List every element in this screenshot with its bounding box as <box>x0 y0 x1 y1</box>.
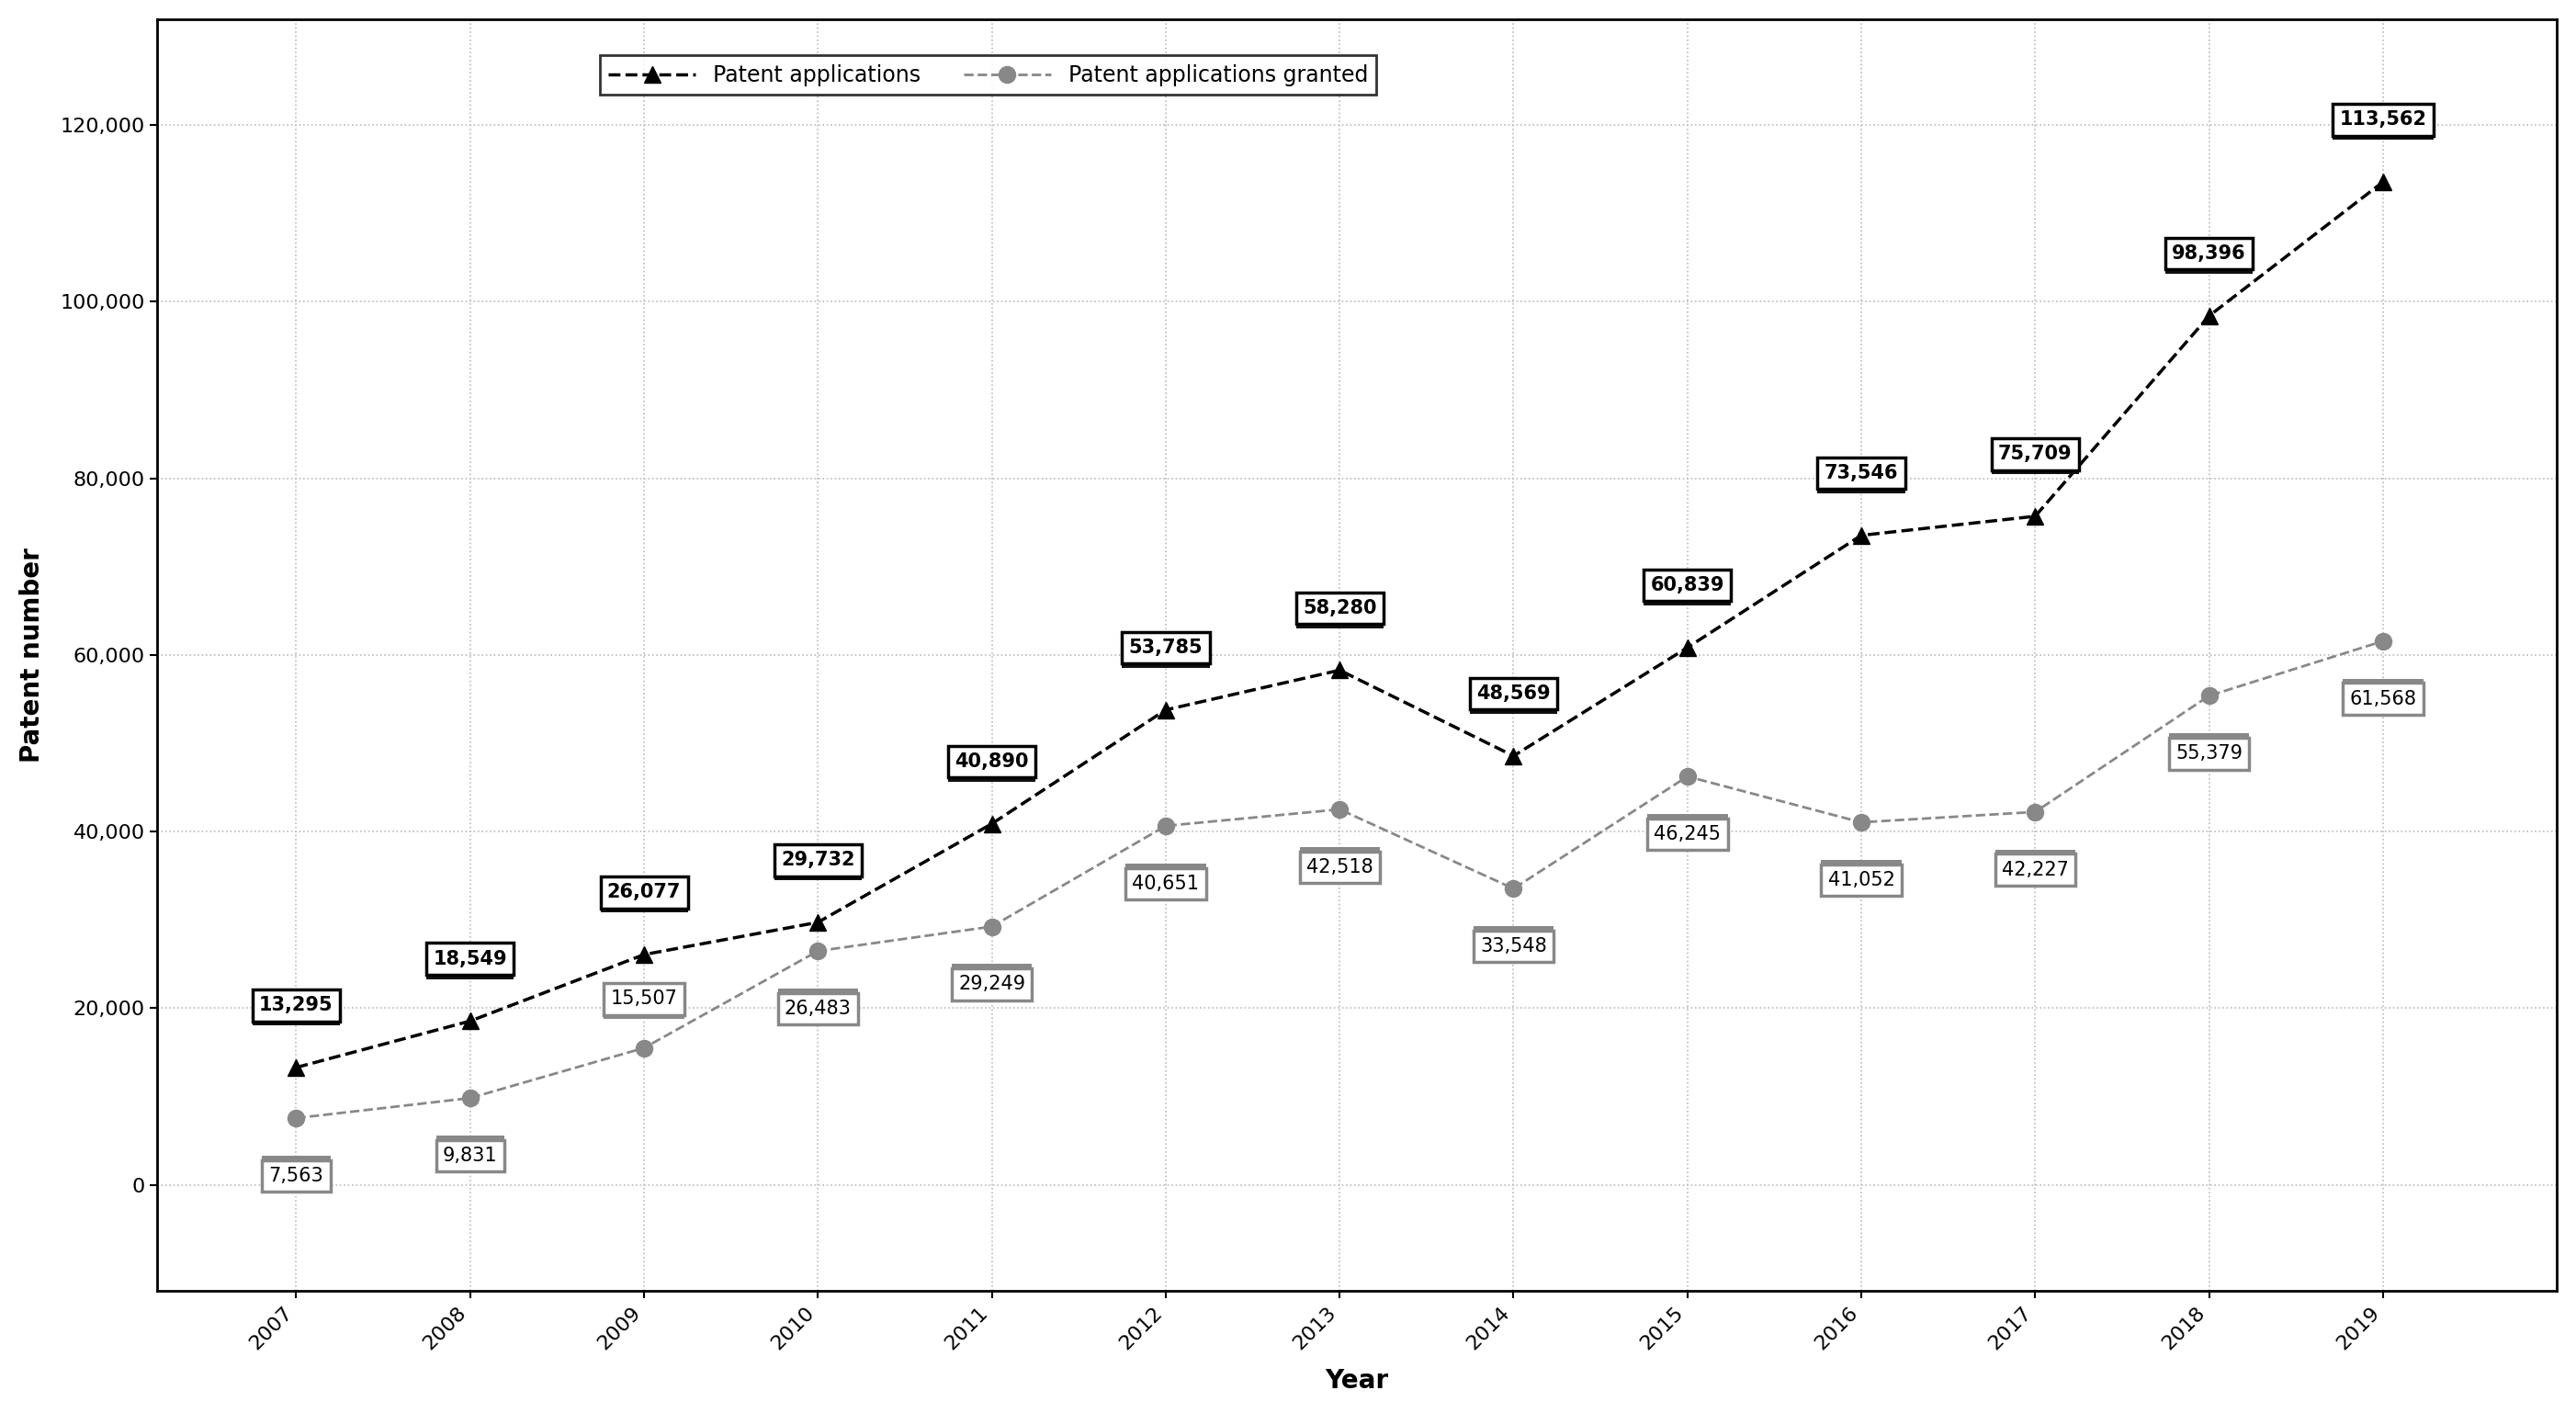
Text: 113,562: 113,562 <box>2339 114 2427 133</box>
Patent applications <box>2367 174 2398 191</box>
Text: 53,785: 53,785 <box>1128 639 1203 657</box>
Text: 60,839: 60,839 <box>1651 577 1723 595</box>
Patent applications granted <box>1324 801 1355 818</box>
Text: 26,483: 26,483 <box>786 999 853 1017</box>
Text: 40,890: 40,890 <box>956 757 1028 776</box>
Text: 55,379: 55,379 <box>2177 740 2244 759</box>
Patent applications granted <box>1847 814 1878 831</box>
Text: 9,831: 9,831 <box>443 1146 497 1164</box>
Text: 9,831: 9,831 <box>443 1142 497 1160</box>
Text: 26,077: 26,077 <box>608 883 680 901</box>
Text: 42,227: 42,227 <box>2002 856 2069 875</box>
Patent applications granted <box>2195 687 2226 704</box>
Patent applications <box>1499 747 1530 764</box>
Text: 41,052: 41,052 <box>1829 866 1896 885</box>
Y-axis label: Patent number: Patent number <box>18 548 44 763</box>
Text: 29,249: 29,249 <box>958 975 1025 993</box>
Text: 53,785: 53,785 <box>1128 643 1203 661</box>
Text: 75,709: 75,709 <box>1999 449 2071 468</box>
Text: 26,077: 26,077 <box>608 887 680 906</box>
Text: 61,568: 61,568 <box>2349 690 2416 708</box>
Text: 33,548: 33,548 <box>1481 933 1548 951</box>
Text: 42,227: 42,227 <box>2002 861 2069 879</box>
Text: 58,280: 58,280 <box>1303 603 1376 622</box>
Text: 13,295: 13,295 <box>260 1000 332 1019</box>
Patent applications granted <box>281 1109 312 1126</box>
Patent applications <box>2195 308 2226 325</box>
Text: 18,549: 18,549 <box>433 954 507 972</box>
Text: 42,518: 42,518 <box>1306 853 1373 872</box>
Text: 13,295: 13,295 <box>260 996 332 1015</box>
Patent applications granted <box>804 942 835 959</box>
Patent applications granted <box>2020 804 2050 821</box>
Line: Patent applications: Patent applications <box>289 174 2391 1075</box>
Text: 60,839: 60,839 <box>1651 581 1723 599</box>
Patent applications <box>456 1013 487 1030</box>
Text: 18,549: 18,549 <box>433 950 507 968</box>
Text: 73,546: 73,546 <box>1824 469 1899 487</box>
Text: 55,379: 55,379 <box>2177 745 2244 763</box>
Patent applications <box>976 815 1007 832</box>
Text: 29,732: 29,732 <box>781 855 855 873</box>
Text: 98,396: 98,396 <box>2172 249 2246 267</box>
Patent applications granted <box>1672 769 1703 786</box>
Patent applications granted <box>456 1089 487 1106</box>
Text: 58,280: 58,280 <box>1303 599 1376 617</box>
Text: 26,483: 26,483 <box>786 995 853 1013</box>
X-axis label: Year: Year <box>1324 1368 1388 1393</box>
Text: 46,245: 46,245 <box>1654 821 1721 839</box>
Text: 40,651: 40,651 <box>1133 870 1200 889</box>
Text: 15,507: 15,507 <box>611 995 677 1013</box>
Patent applications granted <box>1499 880 1530 897</box>
Text: 40,890: 40,890 <box>956 752 1028 770</box>
Text: 75,709: 75,709 <box>1999 445 2071 463</box>
Text: 42,518: 42,518 <box>1306 858 1373 876</box>
Text: 7,563: 7,563 <box>268 1163 325 1181</box>
Line: Patent applications granted: Patent applications granted <box>289 633 2391 1126</box>
Legend: Patent applications, Patent applications granted: Patent applications, Patent applications… <box>600 55 1376 95</box>
Text: 7,563: 7,563 <box>268 1167 325 1186</box>
Patent applications <box>1151 701 1182 718</box>
Text: 41,052: 41,052 <box>1829 870 1896 889</box>
Patent applications <box>804 914 835 931</box>
Text: 46,245: 46,245 <box>1654 825 1721 844</box>
Patent applications granted <box>976 918 1007 935</box>
Patent applications <box>2020 507 2050 524</box>
Text: 33,548: 33,548 <box>1481 937 1548 955</box>
Text: 29,732: 29,732 <box>781 851 855 869</box>
Patent applications <box>281 1058 312 1075</box>
Text: 73,546: 73,546 <box>1824 463 1899 482</box>
Patent applications granted <box>1151 817 1182 834</box>
Patent applications <box>1324 661 1355 678</box>
Text: 98,396: 98,396 <box>2172 244 2246 263</box>
Text: 61,568: 61,568 <box>2349 685 2416 704</box>
Text: 15,507: 15,507 <box>611 989 677 1009</box>
Patent applications <box>1672 639 1703 656</box>
Text: 48,569: 48,569 <box>1476 690 1551 708</box>
Text: 40,651: 40,651 <box>1133 875 1200 893</box>
Text: 113,562: 113,562 <box>2339 110 2427 129</box>
Patent applications <box>629 947 659 964</box>
Text: 48,569: 48,569 <box>1476 684 1551 702</box>
Patent applications <box>1847 527 1878 544</box>
Patent applications granted <box>629 1040 659 1057</box>
Patent applications granted <box>2367 633 2398 650</box>
Text: 29,249: 29,249 <box>958 971 1025 989</box>
